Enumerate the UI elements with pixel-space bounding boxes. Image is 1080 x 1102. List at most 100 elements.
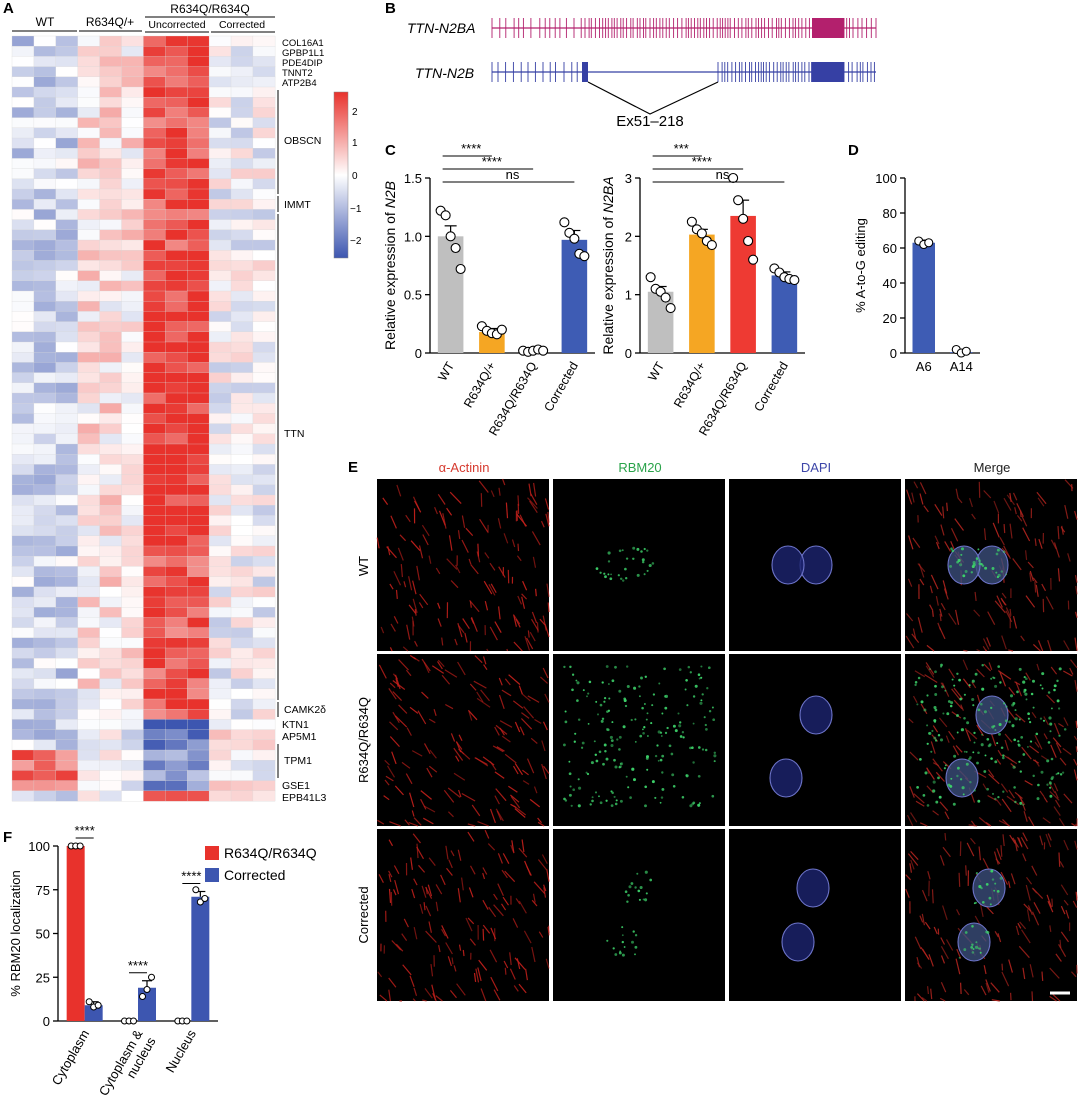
gene-label-gpbp1l1: GPBP1L1 bbox=[282, 48, 324, 59]
heatmap-cell bbox=[121, 148, 144, 159]
heatmap-cell bbox=[187, 596, 210, 608]
significance-label: ns bbox=[716, 167, 730, 182]
heatmap-cell bbox=[121, 423, 144, 435]
heatmap-cell bbox=[55, 607, 79, 618]
heatmap-cell bbox=[165, 586, 188, 598]
heatmap-cell bbox=[208, 576, 232, 588]
heatmap-cell bbox=[77, 148, 101, 159]
heatmap-cell bbox=[187, 443, 210, 455]
data-point bbox=[196, 898, 204, 906]
legend-swatch bbox=[205, 846, 219, 860]
y-tick-label: 40 bbox=[883, 276, 897, 291]
heatmap-cell bbox=[11, 403, 35, 414]
heatmap-cell bbox=[165, 35, 188, 47]
heatmap-cell bbox=[230, 352, 254, 363]
heatmap-cell bbox=[187, 566, 210, 578]
heatmap-cell bbox=[33, 556, 57, 567]
significance-label: *** bbox=[674, 141, 689, 156]
heatmap-cell bbox=[55, 688, 79, 700]
heatmap-cell bbox=[33, 301, 57, 312]
heatmap-cell bbox=[99, 239, 122, 251]
heatmap-cell bbox=[230, 331, 254, 343]
heatmap-cell bbox=[143, 178, 166, 190]
heatmap-cell bbox=[99, 199, 122, 210]
heatmap-cell bbox=[252, 35, 276, 47]
heatmap-cell bbox=[187, 525, 210, 537]
heatmap-cell bbox=[33, 719, 57, 731]
heatmap-cell bbox=[55, 148, 79, 159]
heatmap-cell bbox=[143, 535, 166, 547]
heatmap-cell bbox=[33, 545, 57, 557]
microscopy-tile bbox=[729, 654, 901, 826]
heatmap-cell bbox=[55, 535, 79, 547]
heatmap-cell bbox=[230, 382, 254, 394]
heatmap-cell bbox=[55, 505, 79, 516]
heatmap-cell bbox=[165, 362, 188, 374]
heatmap-cell bbox=[143, 290, 166, 302]
heatmap-cell bbox=[33, 66, 57, 78]
data-point bbox=[496, 324, 507, 335]
heatmap-cell bbox=[208, 290, 232, 302]
heatmap-cell bbox=[121, 382, 144, 394]
heatmap-cell bbox=[187, 729, 210, 741]
heatmap-cell bbox=[208, 260, 232, 272]
heatmap-cell bbox=[77, 494, 101, 506]
heatmap-cell bbox=[77, 301, 101, 312]
heatmap-cell bbox=[99, 148, 122, 159]
heatmap-cell bbox=[187, 209, 210, 221]
heatmap-cell bbox=[143, 280, 166, 292]
heatmap-cell bbox=[11, 749, 35, 761]
heatmap-cell bbox=[33, 260, 57, 272]
heatmap-header: WT R634Q/+ R634Q/R634Q Uncorrected Corre… bbox=[12, 2, 275, 33]
heatmap-cell bbox=[77, 413, 101, 425]
heatmap-cell bbox=[55, 219, 79, 231]
microscopy-tile bbox=[553, 654, 725, 826]
heatmap-cell bbox=[143, 413, 166, 425]
heatmap-cell bbox=[55, 576, 79, 588]
significance-label: **** bbox=[181, 869, 201, 884]
heatmap-cell bbox=[33, 280, 57, 292]
data-point bbox=[961, 346, 971, 356]
data-point bbox=[743, 235, 754, 247]
heatmap-cell bbox=[55, 433, 79, 445]
heatmap-cell bbox=[252, 494, 276, 506]
heatmap-cell bbox=[55, 556, 79, 567]
heatmap-cell bbox=[143, 637, 166, 649]
heatmap-cell bbox=[165, 464, 188, 476]
heatmap-cell bbox=[121, 627, 144, 639]
heatmap-cell bbox=[77, 709, 101, 720]
heatmap-cell bbox=[252, 321, 276, 333]
heatmap-cell bbox=[55, 392, 79, 404]
heatmap-cell bbox=[55, 97, 79, 108]
heatmap-cell bbox=[55, 372, 79, 384]
heatmap-cell bbox=[143, 86, 166, 98]
y-tick-label: 0 bbox=[890, 346, 897, 361]
heatmap-cell bbox=[121, 341, 144, 353]
heatmap-cell bbox=[11, 229, 35, 241]
heatmap-cell bbox=[252, 535, 276, 547]
heatmap-cell bbox=[99, 86, 122, 98]
heatmap-cell bbox=[99, 688, 122, 700]
heatmap-cell bbox=[187, 260, 210, 272]
heatmap-cell bbox=[208, 790, 232, 802]
heatmap-cell bbox=[252, 525, 276, 537]
heatmap-cell bbox=[208, 596, 232, 608]
data-point bbox=[440, 210, 451, 221]
heatmap-cell bbox=[208, 392, 232, 404]
heatmap-cell bbox=[208, 250, 232, 261]
heatmap-cell bbox=[252, 178, 276, 190]
heatmap-cell bbox=[33, 627, 57, 639]
heatmap-cell bbox=[11, 770, 35, 782]
heatmap-cell bbox=[121, 352, 144, 363]
heatmap-cell bbox=[208, 148, 232, 159]
colorbar-tick: 0 bbox=[352, 171, 358, 182]
heatmap-cell bbox=[33, 535, 57, 547]
heatmap-cell bbox=[11, 627, 35, 639]
heatmap-cell bbox=[187, 35, 210, 47]
heatmap-cell bbox=[99, 627, 122, 639]
heatmap-cell bbox=[230, 219, 254, 231]
heatmap-cell bbox=[33, 566, 57, 578]
heatmap-cell bbox=[165, 209, 188, 221]
heatmap-cell bbox=[230, 178, 254, 190]
heatmap-cell bbox=[143, 46, 166, 57]
